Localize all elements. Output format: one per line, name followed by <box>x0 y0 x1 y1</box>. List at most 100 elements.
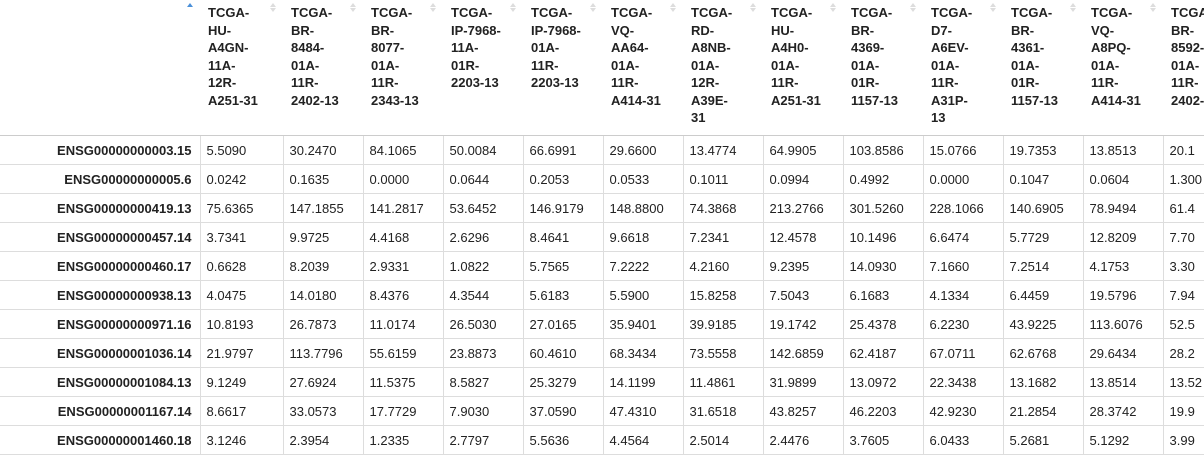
cell: 78.9494 <box>1082 193 1163 223</box>
column-header[interactable]: TCGA-IP-7968-11A-01R-2203-13 <box>443 0 523 136</box>
cell: 0.0242 <box>199 164 283 194</box>
cell: 7.70 <box>1162 222 1204 252</box>
column-header[interactable]: TCGA-RD-A8NB-01A-12R-A39E-31 <box>683 0 763 136</box>
column-header[interactable]: TCGA-BR-8484-01A-11R-2402-13 <box>283 0 363 136</box>
cell: 2.3954 <box>282 425 363 455</box>
cell: 0.0994 <box>762 164 843 194</box>
cell: 26.7873 <box>282 309 363 339</box>
column-header-text: TCGA-IP-7968-11A-01R-2203-13 <box>451 5 501 90</box>
cell: 11.4861 <box>682 367 763 397</box>
cell: 13.0972 <box>842 367 923 397</box>
cell: 3.1246 <box>199 425 283 455</box>
cell: 6.6474 <box>922 222 1003 252</box>
cell: 146.9179 <box>522 193 603 223</box>
cell: 5.5090 <box>199 135 283 165</box>
cell: 3.30 <box>1162 251 1204 281</box>
cell: 6.4459 <box>1002 280 1083 310</box>
cell: 25.3279 <box>522 367 603 397</box>
column-header[interactable]: TCGA-D7-A6EV-01A-11R-A31P-13 <box>923 0 1003 136</box>
cell: 8.5827 <box>442 367 523 397</box>
cell: 0.0604 <box>1082 164 1163 194</box>
cell: 113.6076 <box>1082 309 1163 339</box>
cell: 5.2681 <box>1002 425 1083 455</box>
cell: 7.9030 <box>442 396 523 426</box>
cell: 4.1334 <box>922 280 1003 310</box>
cell: 8.4641 <box>522 222 603 252</box>
cell: 39.9185 <box>682 309 763 339</box>
cell: 7.2514 <box>1002 251 1083 281</box>
cell: 4.4564 <box>602 425 683 455</box>
cell: 3.7605 <box>842 425 923 455</box>
column-header-text: TCGA-BR-8592-01A-11R-2402-13 <box>1171 5 1204 108</box>
column-header-text: TCGA-D7-A6EV-01A-11R-A31P-13 <box>931 5 973 125</box>
cell: 13.1682 <box>1002 367 1083 397</box>
cell: 213.2766 <box>762 193 843 223</box>
column-header[interactable]: TCGA-BR-4369-01A-01R-1157-13 <box>843 0 923 136</box>
cell: 5.5900 <box>602 280 683 310</box>
cell: 52.5 <box>1162 309 1204 339</box>
cell: 43.8257 <box>762 396 843 426</box>
cell: 55.6159 <box>362 338 443 368</box>
row-name: ENSG00000001460.18 <box>0 425 200 455</box>
column-header[interactable]: TCGA-BR-8077-01A-11R-2343-13 <box>363 0 443 136</box>
column-header[interactable]: TCGA-BR-4361-01A-01R-1157-13 <box>1003 0 1083 136</box>
cell: 62.6768 <box>1002 338 1083 368</box>
cell: 53.6452 <box>442 193 523 223</box>
row-name: ENSG00000000938.13 <box>0 280 200 310</box>
cell: 14.1199 <box>602 367 683 397</box>
column-header-text: TCGA-VQ-AA64-01A-11R-A414-31 <box>611 5 661 108</box>
cell: 113.7796 <box>282 338 363 368</box>
cell: 50.0084 <box>442 135 523 165</box>
cell: 19.5796 <box>1082 280 1163 310</box>
cell: 31.9899 <box>762 367 843 397</box>
cell: 22.3438 <box>922 367 1003 397</box>
column-header[interactable]: TCGA-HU-A4H0-01A-11R-A251-31 <box>763 0 843 136</box>
cell: 5.6183 <box>522 280 603 310</box>
column-header[interactable]: TCGA-IP-7968-01A-11R-2203-13 <box>523 0 603 136</box>
cell: 2.9331 <box>362 251 443 281</box>
cell: 0.0000 <box>922 164 1003 194</box>
rownames-header[interactable] <box>0 0 200 136</box>
column-header[interactable]: TCGA-HU-A4GN-11A-12R-A251-31 <box>200 0 283 136</box>
cell: 75.6365 <box>199 193 283 223</box>
cell: 60.4610 <box>522 338 603 368</box>
cell: 15.0766 <box>922 135 1003 165</box>
cell: 64.9905 <box>762 135 843 165</box>
cell: 141.2817 <box>362 193 443 223</box>
cell: 148.8800 <box>602 193 683 223</box>
cell: 61.4 <box>1162 193 1204 223</box>
column-header-text: TCGA-VQ-A8PQ-01A-11R-A414-31 <box>1091 5 1141 108</box>
cell: 0.4992 <box>842 164 923 194</box>
cell: 26.5030 <box>442 309 523 339</box>
column-header[interactable]: TCGA-BR-8592-01A-11R-2402-13 <box>1163 0 1204 136</box>
cell: 27.6924 <box>282 367 363 397</box>
cell: 0.0644 <box>442 164 523 194</box>
cell: 9.9725 <box>282 222 363 252</box>
cell: 4.2160 <box>682 251 763 281</box>
cell: 0.1011 <box>682 164 763 194</box>
row-name: ENSG00000000971.16 <box>0 309 200 339</box>
cell: 301.5260 <box>842 193 923 223</box>
cell: 12.4578 <box>762 222 843 252</box>
cell: 3.7341 <box>199 222 283 252</box>
column-header[interactable]: TCGA-VQ-AA64-01A-11R-A414-31 <box>603 0 683 136</box>
cell: 2.5014 <box>682 425 763 455</box>
table-row: ENSG00000000003.15 5.5090 30.2470 84.1065 50… <box>0 135 1204 165</box>
cell: 33.0573 <box>282 396 363 426</box>
cell: 21.2854 <box>1002 396 1083 426</box>
cell: 17.7729 <box>362 396 443 426</box>
cell: 19.7353 <box>1002 135 1083 165</box>
column-header-text: TCGA-RD-A8NB-01A-12R-A39E-31 <box>691 5 733 125</box>
cell: 0.1047 <box>1002 164 1083 194</box>
column-header[interactable]: TCGA-VQ-A8PQ-01A-11R-A414-31 <box>1083 0 1163 136</box>
cell: 0.6628 <box>199 251 283 281</box>
cell: 67.0711 <box>922 338 1003 368</box>
cell: 6.1683 <box>842 280 923 310</box>
cell: 13.52 <box>1162 367 1204 397</box>
cell: 0.1635 <box>282 164 363 194</box>
cell: 23.8873 <box>442 338 523 368</box>
cell: 42.9230 <box>922 396 1003 426</box>
row-name: ENSG00000000005.6 <box>0 164 200 194</box>
cell: 7.2222 <box>602 251 683 281</box>
